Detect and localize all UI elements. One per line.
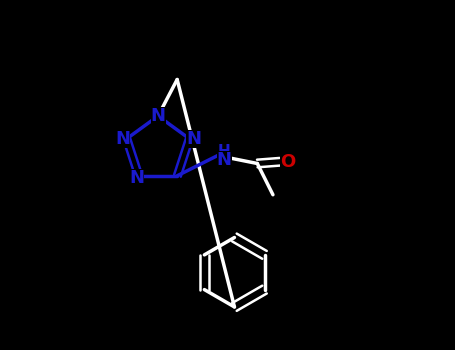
Text: N: N: [151, 107, 166, 125]
Text: N: N: [129, 169, 144, 187]
Text: N: N: [115, 130, 130, 148]
Text: O: O: [280, 153, 295, 171]
Text: N: N: [186, 130, 201, 148]
Text: H: H: [218, 144, 231, 159]
Text: N: N: [217, 151, 232, 169]
